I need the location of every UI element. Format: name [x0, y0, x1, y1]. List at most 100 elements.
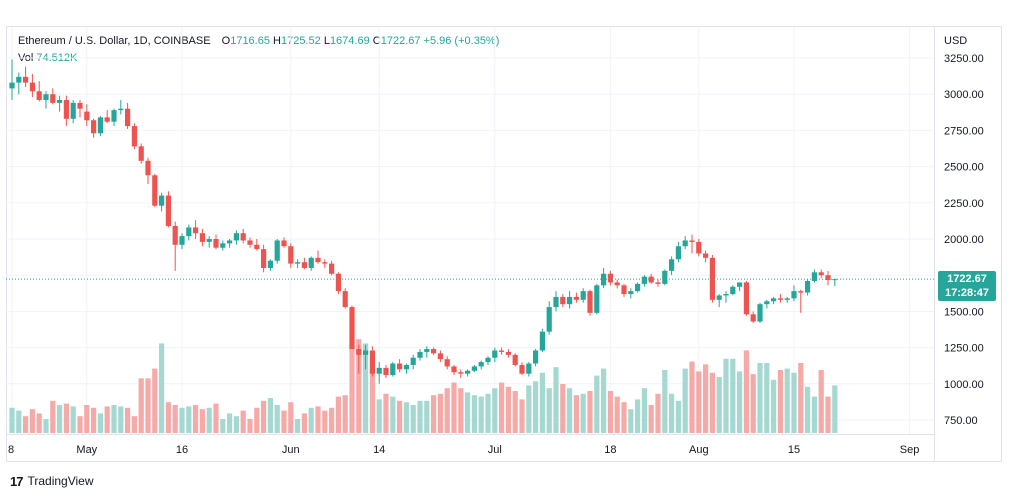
candle-body	[356, 349, 362, 355]
candle-body	[567, 296, 573, 305]
candle-body	[233, 233, 239, 241]
y-tick-label: 1500.00	[944, 306, 984, 318]
close-value: 1722.67	[380, 35, 421, 47]
symbol-label[interactable]: Ethereum / U.S. Dollar, 1D, COINBASE	[18, 35, 211, 47]
volume-bar	[118, 406, 124, 433]
candle-body	[730, 286, 736, 295]
y-tick-label: 1250.00	[944, 343, 984, 355]
volume-bar	[771, 379, 777, 433]
change-value: +5.96 (+0.35%)	[423, 35, 500, 47]
volume-bar	[363, 343, 369, 433]
candle-body	[675, 246, 681, 260]
volume-bar	[9, 407, 15, 433]
candle-body	[376, 367, 382, 374]
candle-body	[519, 364, 525, 374]
candle-body	[614, 282, 620, 286]
volume-bar	[580, 393, 586, 433]
tradingview-footer[interactable]: 17 TradingView	[10, 472, 94, 490]
volume-bar	[737, 371, 743, 433]
volume-bar	[689, 361, 695, 433]
volume-bar	[560, 384, 566, 433]
x-tick-label: 18	[604, 444, 616, 456]
volume-bar	[138, 378, 144, 433]
candle-body	[247, 240, 253, 245]
candle-body	[57, 99, 63, 103]
volume-bar	[519, 399, 525, 433]
candle-body	[369, 350, 375, 374]
volume-bar	[186, 406, 192, 433]
volume-bar	[390, 396, 396, 433]
candle-body	[526, 363, 532, 374]
candle-body	[417, 351, 423, 358]
candle-body	[152, 175, 158, 206]
candle-body	[750, 314, 756, 322]
low-label: L	[323, 35, 330, 47]
candle-body	[560, 296, 566, 305]
volume-bar	[233, 416, 239, 433]
candle-body	[104, 117, 110, 122]
candle-body	[805, 280, 811, 293]
candle-body	[390, 363, 396, 376]
volume-bar	[635, 399, 641, 433]
candle-body	[451, 366, 457, 373]
volume-bar	[213, 403, 219, 433]
candle-body	[492, 350, 498, 358]
volume-bar	[57, 405, 63, 433]
candle-body	[784, 298, 790, 300]
volume-bar	[682, 368, 688, 433]
candle-body	[811, 272, 817, 281]
volume-bar	[641, 388, 647, 433]
volume-bar	[539, 372, 545, 433]
candle-body	[791, 291, 797, 299]
volume-bar	[342, 395, 348, 433]
candle-body	[295, 262, 301, 264]
candle-body	[397, 363, 403, 370]
x-tick-label: 16	[176, 444, 188, 456]
candle-body	[607, 273, 613, 283]
candle-body	[77, 102, 83, 109]
volume-bar	[125, 407, 131, 433]
volume-bar	[533, 381, 539, 433]
open-label: O	[221, 35, 231, 47]
x-tick-label: 8	[8, 444, 14, 456]
volume-bar	[601, 368, 607, 433]
candle-body	[9, 82, 15, 89]
volume-bar	[383, 393, 389, 433]
volume-bar	[764, 363, 770, 433]
volume-bar	[825, 396, 831, 433]
x-tick-label: May	[76, 444, 97, 456]
volume-bar	[267, 398, 273, 433]
volume-bar	[356, 339, 362, 433]
candle-body	[329, 263, 335, 274]
candle-body	[206, 239, 212, 242]
volume-bar	[329, 407, 335, 433]
volume-bar	[315, 406, 321, 433]
y-tick-label: 2500.00	[944, 162, 984, 174]
volume-bar	[403, 402, 409, 433]
volume-bar	[451, 382, 457, 433]
volume-bar	[240, 410, 246, 433]
volume-bar	[607, 391, 613, 433]
tradingview-logo-icon: 17	[10, 473, 24, 489]
volume-bar	[281, 410, 287, 433]
tradingview-brand: TradingView	[27, 474, 94, 488]
x-tick-label: Jul	[488, 444, 502, 456]
candle-body	[29, 82, 35, 92]
candle-body	[553, 296, 559, 308]
volume-bar	[295, 419, 301, 433]
volume-bar	[349, 340, 355, 433]
candle-body	[50, 94, 56, 103]
low-value: 1674.69	[329, 35, 370, 47]
candle-body	[335, 273, 341, 292]
candle-body	[125, 108, 131, 127]
volume-bar	[743, 350, 749, 433]
volume-bar	[499, 382, 505, 433]
candle-body	[342, 291, 348, 308]
volume-bar	[553, 367, 559, 433]
volume-bar	[84, 405, 90, 433]
x-tick-label: Jun	[282, 444, 300, 456]
volume-bar	[410, 405, 416, 433]
candle-body	[193, 227, 199, 234]
candle-body	[431, 349, 437, 354]
